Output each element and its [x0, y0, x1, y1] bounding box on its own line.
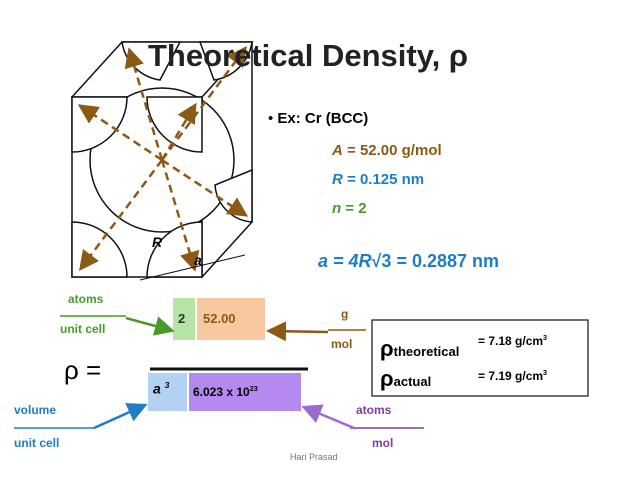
arrow: [125, 316, 175, 336]
given-var: A: [332, 142, 343, 159]
result-text: = 7.18 g/cm: [478, 334, 544, 348]
mass-value: 52.00: [203, 311, 236, 326]
rho-subscript: actual: [393, 374, 432, 389]
result-symbol: ρactual: [380, 366, 431, 392]
result-value: = 7.19 g/cm3: [478, 368, 547, 383]
given-value: = 52.00 g/mol: [347, 142, 442, 159]
label: atoms: [68, 292, 104, 306]
given-var: R: [332, 171, 343, 188]
bullet-text: Ex: Cr (BCC): [277, 110, 369, 127]
arrow: [301, 404, 355, 430]
arrow: [266, 321, 329, 342]
avogadro-value: 6.023 x 1023: [193, 384, 258, 399]
rho-subscript: theoretical: [393, 344, 460, 359]
rho-symbol: ρ: [380, 366, 394, 391]
given: n = 2: [332, 200, 367, 217]
given-var: n: [332, 200, 342, 217]
result-value: = 7.18 g/cm3: [478, 333, 547, 348]
avogadro-base: 6.023 x 10: [193, 385, 250, 399]
radius-label: R: [152, 234, 163, 250]
volume-base: a: [153, 380, 161, 397]
lattice-rhs: = 0.2887 nm: [396, 251, 500, 271]
given-value: = 0.125 nm: [347, 171, 425, 188]
result-symbol: ρtheoretical: [380, 336, 459, 362]
lattice-formula: a = 4R√3 = 0.2887 nm: [318, 251, 499, 272]
n-box: [173, 298, 195, 340]
volume-exp: 3: [164, 380, 170, 390]
result-exp: 3: [543, 333, 548, 342]
bcc-cube: [71, 41, 254, 278]
label: mol: [331, 337, 353, 351]
volume-box: [148, 373, 187, 411]
lattice-lhs: a = 4: [318, 251, 359, 271]
label: atoms: [356, 403, 392, 417]
n-value: 2: [178, 311, 186, 326]
bullet: • Ex: Cr (BCC): [268, 110, 369, 127]
title: Theoretical Density, ρ: [148, 38, 469, 73]
label: mol: [372, 436, 394, 450]
label: unit cell: [14, 436, 60, 450]
results-box: [371, 319, 589, 397]
lattice-r: R: [358, 251, 372, 271]
mass-box: [197, 298, 265, 340]
label: unit cell: [60, 322, 106, 336]
given: A = 52.00 g/mol: [332, 142, 442, 159]
footer: Hari Prasad: [290, 452, 338, 462]
edge-label: a: [194, 252, 202, 268]
rho-symbol: ρ =: [64, 355, 102, 385]
volume-value: a 3: [153, 380, 169, 397]
arrow: [93, 403, 148, 430]
label: g: [341, 307, 349, 321]
given-value: = 2: [345, 200, 367, 217]
edge-indicator: [139, 254, 246, 281]
body-diagonals: [77, 45, 249, 272]
avogadro-exp: 23: [249, 384, 258, 393]
rho-symbol: ρ: [380, 336, 394, 361]
given: R = 0.125 nm: [332, 171, 424, 188]
avogadro-box: [189, 373, 301, 411]
label: volume: [14, 403, 57, 417]
lattice-root: √3: [371, 251, 392, 271]
result-exp: 3: [543, 368, 548, 377]
result-text: = 7.19 g/cm: [478, 369, 544, 383]
rho: ρ =: [64, 355, 101, 386]
